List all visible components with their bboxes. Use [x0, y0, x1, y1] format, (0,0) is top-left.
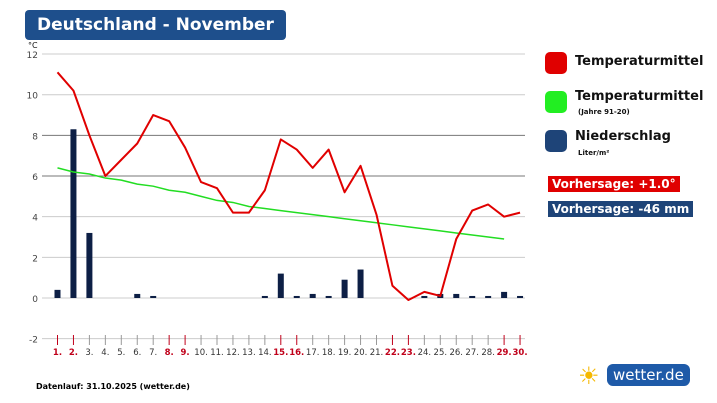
y-tick-label: 8 — [32, 132, 38, 142]
precip-bar — [421, 295, 428, 298]
precip-bar — [469, 295, 476, 298]
legend-norm-sub: (Jahre 91-20) — [578, 108, 630, 116]
legend-precip-label: Niederschlag — [575, 129, 671, 144]
legend-temp-label: Temperaturmittel — [575, 54, 704, 69]
legend-swatch-green — [545, 91, 567, 113]
precip-bar — [134, 293, 141, 298]
x-tick-label: 21. — [370, 348, 384, 358]
temp-line — [56, 71, 521, 302]
y-tick-label: 6 — [32, 173, 38, 183]
y-axis-label: °C — [28, 41, 38, 50]
x-tick-label: 22. — [385, 348, 400, 358]
legend-swatch-red — [545, 52, 567, 74]
y-tick-label: 0 — [32, 295, 38, 305]
y-tick-label: 10 — [27, 92, 39, 102]
x-tick-label: 27. — [465, 348, 479, 358]
precip-bar — [70, 129, 77, 298]
logo[interactable]: wetter.de — [607, 364, 690, 386]
x-tick-label: 24. — [418, 348, 432, 358]
precip-bar — [150, 295, 157, 298]
precip-bar — [86, 232, 93, 298]
y-tick-label: 12 — [27, 51, 38, 61]
x-tick-label: 18. — [322, 348, 336, 358]
x-tick-label: 23. — [401, 348, 416, 358]
precip-bar — [277, 273, 284, 298]
y-tick-label: -2 — [29, 336, 38, 346]
sun-icon: ☀ — [578, 362, 600, 390]
x-tick-label: 29. — [497, 348, 512, 358]
precip-bar — [485, 295, 492, 298]
precip-bar — [517, 295, 524, 298]
x-tick-label: 14. — [258, 348, 272, 358]
forecast-precip: Vorhersage: -46 mm — [548, 201, 694, 217]
x-tick-label: 8. — [165, 348, 174, 358]
precip-bar — [325, 295, 332, 298]
x-tick-label: 5. — [117, 348, 125, 358]
x-tick-label: 3. — [85, 348, 93, 358]
precip-bar — [453, 293, 460, 298]
x-tick-label: 26. — [449, 348, 463, 358]
y-tick-label: 2 — [32, 254, 38, 264]
x-tick-label: 19. — [338, 348, 352, 358]
x-tick-label: 30. — [513, 348, 528, 358]
x-tick-label: 13. — [242, 348, 256, 358]
precip-bar — [261, 295, 268, 298]
x-tick-label: 9. — [181, 348, 190, 358]
x-tick-label: 10. — [194, 348, 208, 358]
norm-temp-line — [57, 167, 505, 240]
precip-bar — [309, 293, 316, 298]
x-tick-label: 16. — [289, 348, 304, 358]
x-tick-label: 6. — [133, 348, 141, 358]
precip-bar — [341, 279, 348, 298]
legend-norm-label: Temperaturmittel — [575, 89, 704, 104]
chart-title: Deutschland - November — [25, 10, 286, 40]
legend-precip-sub: Liter/m² — [578, 149, 610, 157]
x-tick-label: 28. — [481, 348, 495, 358]
precip-bar — [501, 291, 508, 298]
x-tick-label: 7. — [149, 348, 157, 358]
x-tick-label: 20. — [354, 348, 368, 358]
footer-text: Datenlauf: 31.10.2025 (wetter.de) — [36, 382, 190, 391]
x-tick-label: 15. — [273, 348, 288, 358]
precip-bar — [357, 269, 364, 298]
x-tick-label: 11. — [210, 348, 224, 358]
x-tick-label: 1. — [53, 348, 62, 358]
x-tick-label: 2. — [69, 348, 78, 358]
x-tick-label: 12. — [226, 348, 240, 358]
x-tick-label: 4. — [101, 348, 109, 358]
forecast-temp: Vorhersage: +1.0° — [548, 176, 680, 192]
precip-bar — [293, 295, 300, 298]
y-tick-label: 4 — [32, 214, 38, 224]
legend-swatch-blue — [545, 130, 567, 152]
x-tick-label: 25. — [434, 348, 448, 358]
x-tick-label: 17. — [306, 348, 320, 358]
precip-bar — [54, 289, 61, 298]
